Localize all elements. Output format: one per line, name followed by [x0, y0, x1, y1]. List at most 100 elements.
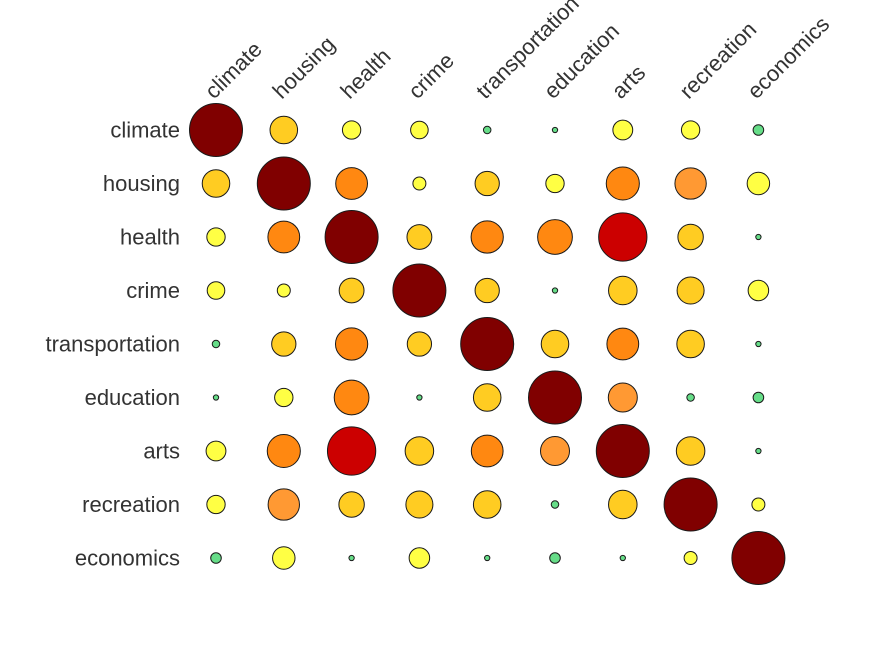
bubble-arts-crime	[404, 436, 435, 466]
row-label-housing: housing	[103, 171, 180, 196]
bubble-climate-crime	[410, 120, 429, 140]
bubble-economics-arts	[619, 554, 626, 562]
bubble-transportation-crime	[406, 331, 433, 357]
bubble-housing-health	[335, 167, 369, 200]
bubble-crime-transportation	[474, 277, 500, 304]
bubble-recreation-transportation	[472, 490, 502, 519]
bubble-housing-climate	[201, 169, 231, 198]
bubble-crime-health	[338, 277, 365, 304]
bubble-crime-housing	[276, 283, 291, 298]
bubble-health-education	[537, 219, 573, 255]
bubble-education-recreation	[686, 393, 695, 402]
bubble-health-health	[324, 210, 379, 264]
bubble-recreation-recreation	[663, 477, 718, 532]
bubble-education-climate	[212, 394, 220, 401]
bubble-education-education	[528, 370, 582, 425]
bubble-housing-crime	[412, 176, 427, 191]
bubble-health-housing	[267, 220, 301, 254]
column-label-arts: arts	[607, 60, 651, 104]
bubble-climate-transportation	[482, 125, 492, 135]
row-label-crime: crime	[126, 278, 180, 303]
column-label-housing: housing	[268, 31, 340, 103]
bubble-education-transportation	[472, 383, 502, 412]
bubble-recreation-health	[338, 491, 365, 518]
bubble-education-health	[333, 379, 370, 416]
bubble-economics-education	[549, 552, 561, 564]
bubble-health-transportation	[470, 220, 504, 254]
bubble-recreation-arts	[608, 489, 638, 520]
bubble-recreation-climate	[206, 494, 226, 515]
bubble-recreation-housing	[267, 488, 300, 521]
row-label-arts: arts	[143, 439, 180, 464]
bubble-health-economics	[755, 233, 762, 241]
bubble-health-crime	[406, 224, 433, 250]
bubble-climate-health	[341, 120, 362, 140]
bubble-arts-transportation	[470, 434, 504, 468]
bubble-housing-recreation	[674, 167, 707, 200]
row-label-climate: climate	[110, 118, 180, 143]
bubble-crime-economics	[747, 279, 770, 302]
bubble-arts-education	[539, 435, 571, 467]
bubble-economics-transportation	[484, 554, 491, 562]
bubble-transportation-housing	[271, 331, 297, 357]
bubble-education-arts	[607, 382, 638, 413]
bubble-economics-recreation	[683, 551, 698, 565]
bubble-transportation-recreation	[676, 329, 705, 359]
bubble-arts-recreation	[675, 436, 706, 466]
bubble-arts-health	[326, 426, 377, 476]
bubble-climate-recreation	[680, 120, 701, 140]
bubble-arts-economics	[755, 447, 762, 455]
bubble-transportation-education	[540, 329, 570, 359]
bubble-health-arts	[598, 212, 648, 262]
bubble-housing-arts	[605, 166, 640, 201]
bubble-transportation-transportation	[460, 317, 515, 371]
bubble-arts-arts	[595, 424, 650, 478]
bubble-recreation-crime	[405, 490, 434, 519]
bubble-climate-economics	[752, 124, 765, 136]
bubble-education-housing	[274, 387, 294, 408]
bubble-transportation-health	[334, 327, 369, 361]
column-label-climate: climate	[200, 37, 267, 104]
bubble-arts-housing	[266, 433, 301, 469]
row-label-recreation: recreation	[82, 492, 180, 517]
column-label-health: health	[335, 43, 395, 103]
bubble-health-climate	[206, 227, 226, 247]
bubble-housing-transportation	[474, 170, 500, 197]
bubble-economics-climate	[210, 552, 222, 564]
bubble-climate-arts	[612, 119, 634, 141]
row-label-economics: economics	[75, 546, 180, 571]
bubble-recreation-economics	[751, 497, 766, 512]
bubble-education-crime	[416, 394, 423, 401]
bubble-crime-climate	[206, 281, 226, 300]
bubble-crime-education	[551, 287, 559, 294]
bubble-transportation-arts	[606, 327, 640, 361]
bubble-health-recreation	[677, 223, 704, 251]
row-labels: climate housing health crime transportation e…	[45, 118, 180, 571]
row-label-transportation: transportation	[45, 332, 180, 357]
bubble-economics-housing	[272, 546, 296, 570]
bubble-economics-health	[348, 554, 355, 562]
bubble-economics-crime	[408, 547, 431, 569]
bubble-crime-crime	[392, 263, 447, 318]
bubble-education-economics	[752, 391, 765, 404]
row-label-health: health	[120, 225, 180, 250]
bubble-recreation-education	[550, 500, 560, 509]
bubble-housing-education	[545, 173, 565, 194]
bubble-crime-arts	[608, 275, 638, 306]
bubble-arts-climate	[205, 440, 227, 462]
row-label-education: education	[85, 385, 180, 410]
bubble-grid	[189, 103, 786, 585]
bubble-transportation-economics	[755, 340, 762, 348]
bubble-climate-housing	[269, 115, 299, 145]
bubble-climate-climate	[189, 103, 243, 157]
bubble-crime-recreation	[676, 276, 705, 305]
bubble-economics-economics	[731, 531, 786, 585]
bubble-housing-housing	[256, 156, 311, 211]
bubble-climate-education	[551, 126, 559, 134]
bubble-housing-economics	[746, 171, 771, 196]
bubble-transportation-climate	[211, 339, 221, 349]
column-label-economics: economics	[742, 12, 834, 104]
column-label-crime: crime	[403, 48, 459, 104]
